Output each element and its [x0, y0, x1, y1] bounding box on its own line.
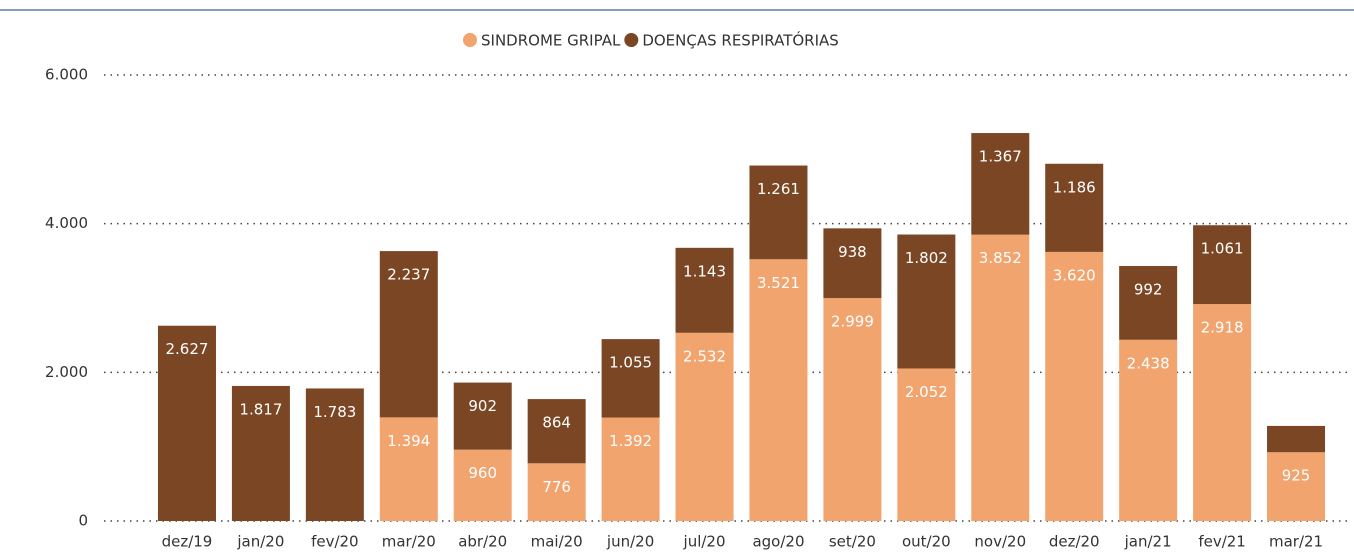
legend-marker	[624, 33, 639, 47]
y-tick-label: 6.000	[45, 66, 88, 84]
value-label: 3.852	[979, 249, 1022, 267]
x-tick-label: abr/20	[458, 533, 507, 551]
bar-segment	[453, 382, 512, 450]
x-tick-label: ago/20	[752, 533, 804, 551]
value-label: 2.999	[831, 313, 874, 331]
value-label: 925	[1282, 467, 1311, 485]
bar-segment	[823, 298, 882, 521]
bar-segment	[1267, 452, 1326, 521]
value-label: 960	[468, 464, 497, 482]
x-tick-label: mai/20	[531, 533, 583, 551]
value-label: 2.918	[1201, 319, 1244, 337]
x-tick-label: dez/19	[162, 533, 213, 551]
value-label: 1.392	[609, 432, 652, 450]
legend-label: SINDROME GRIPAL	[481, 32, 621, 50]
x-tick-label: jun/20	[606, 533, 654, 551]
value-label: 1.817	[239, 400, 282, 418]
value-label: 776	[542, 478, 571, 496]
value-label: 1.055	[609, 354, 652, 372]
x-tick-label: set/20	[829, 533, 876, 551]
value-label: 2.532	[683, 347, 726, 365]
bar-segment	[823, 228, 882, 299]
bar-segment	[1119, 339, 1178, 521]
y-tick-label: 0	[78, 512, 88, 530]
bar-segment	[971, 133, 1030, 235]
value-label: 2.438	[1127, 354, 1170, 372]
bar-segment	[1045, 251, 1104, 521]
value-label: 992	[1134, 281, 1163, 299]
bar-segment	[305, 388, 364, 521]
value-label: 864	[542, 414, 571, 432]
value-label: 1.186	[1053, 178, 1096, 196]
bar-segment	[897, 368, 956, 521]
bar-segment	[1119, 266, 1178, 340]
value-label: 1.802	[905, 249, 948, 267]
x-tick-label: mar/21	[1269, 533, 1323, 551]
bar-segment	[601, 417, 660, 521]
x-tick-label: jan/21	[1124, 533, 1172, 551]
bar-segment	[527, 399, 586, 464]
legend-marker	[463, 33, 477, 47]
x-tick-label: nov/20	[974, 533, 1026, 551]
x-tick-label: fev/20	[311, 533, 359, 551]
x-tick-label: fev/21	[1198, 533, 1246, 551]
bar-segment	[971, 234, 1030, 521]
value-label: 2.237	[387, 266, 430, 284]
y-tick-label: 4.000	[45, 214, 88, 232]
value-label: 2.627	[165, 340, 208, 358]
bar-segment	[675, 247, 734, 333]
legend-label: DOENÇAS RESPIRATÓRIAS	[642, 31, 838, 50]
bar-segment	[1193, 304, 1252, 521]
value-label: 3.521	[757, 274, 800, 292]
y-tick-label: 2.000	[45, 363, 88, 381]
bar-segment	[453, 449, 512, 521]
bar-segment	[1045, 163, 1104, 252]
bar-segment	[897, 234, 956, 369]
value-label: 1.367	[979, 148, 1022, 166]
value-label: 938	[838, 243, 867, 261]
bar-segment	[231, 385, 290, 521]
x-tick-label: out/20	[902, 533, 951, 551]
value-label: 1.061	[1201, 240, 1244, 258]
value-label: 902	[468, 397, 497, 415]
value-label: 1.783	[313, 403, 356, 421]
value-label: 2.052	[905, 383, 948, 401]
bar-segment	[527, 463, 586, 521]
bar-segment	[749, 165, 808, 260]
bar-segment	[601, 339, 660, 418]
value-label: 1.261	[757, 180, 800, 198]
value-label: 1.394	[387, 432, 430, 450]
x-tick-label: jul/20	[683, 533, 726, 551]
x-tick-label: jan/20	[236, 533, 284, 551]
bar-segment	[749, 259, 808, 521]
bar-segment	[1193, 225, 1252, 305]
x-tick-label: dez/20	[1049, 533, 1100, 551]
value-label: 1.143	[683, 262, 726, 280]
bar-segment	[379, 417, 438, 521]
bar-segment	[157, 325, 216, 521]
bar-segment	[675, 332, 734, 521]
bar-segment	[1267, 425, 1326, 453]
bar-segment	[379, 251, 438, 418]
x-tick-label: mar/20	[382, 533, 436, 551]
value-label: 3.620	[1053, 266, 1096, 284]
